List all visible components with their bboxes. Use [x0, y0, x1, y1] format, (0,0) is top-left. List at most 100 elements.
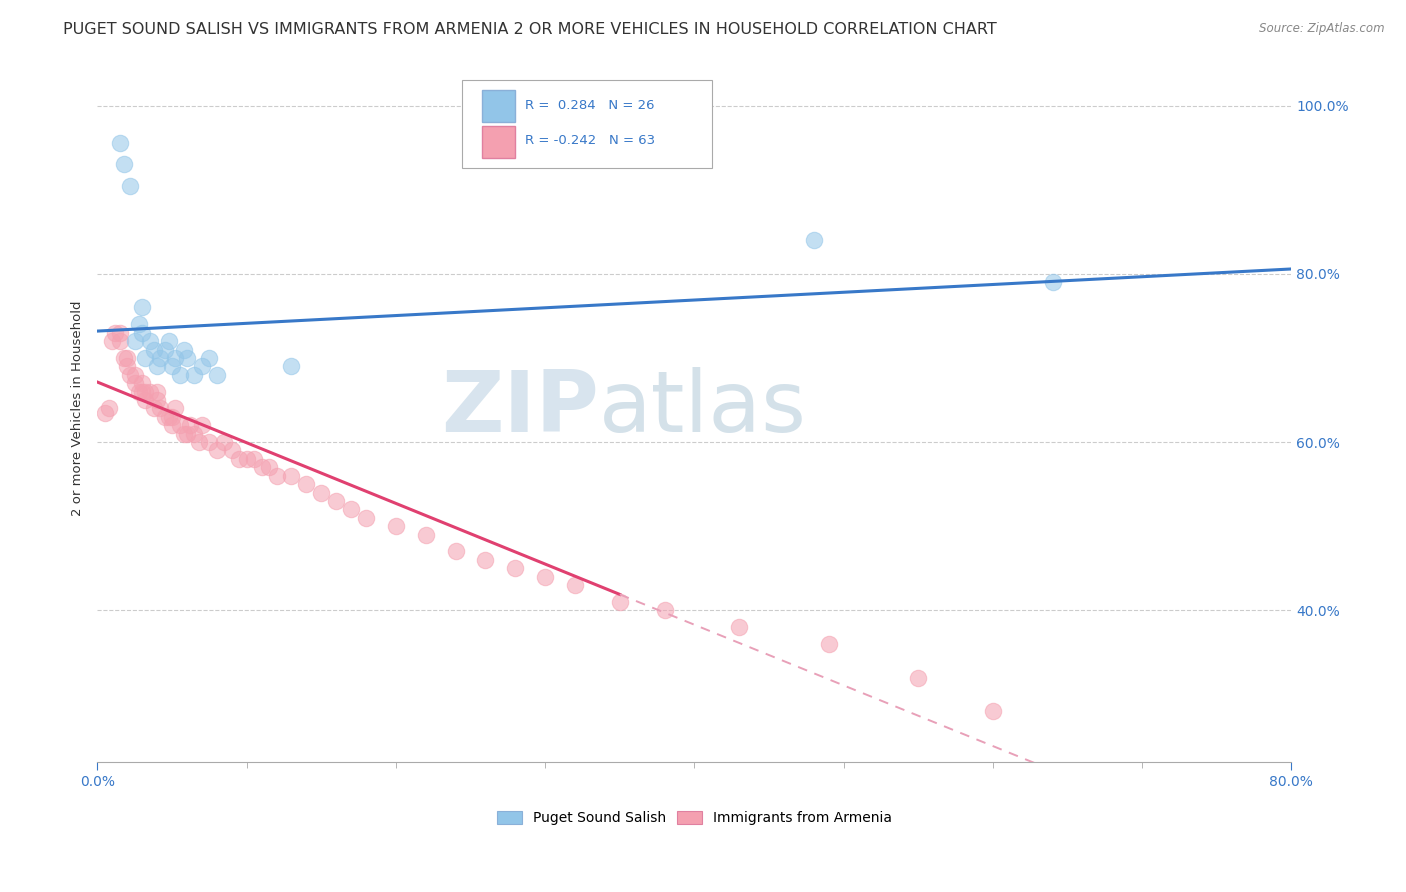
Point [157, 409, 180, 424]
Point [108, 326, 131, 340]
Point [149, 351, 172, 365]
FancyBboxPatch shape [482, 90, 516, 122]
Point [138, 334, 160, 348]
Point [243, 451, 266, 466]
Point [169, 418, 191, 433]
Point [176, 351, 198, 365]
Point [183, 368, 205, 382]
Point [120, 368, 142, 382]
Point [311, 485, 333, 500]
Point [146, 392, 169, 407]
Text: atlas: atlas [599, 367, 807, 450]
Legend: Puget Sound Salish, Immigrants from Armenia: Puget Sound Salish, Immigrants from Arme… [496, 812, 893, 825]
Text: R = -0.242   N = 63: R = -0.242 N = 63 [524, 134, 655, 147]
Point [160, 359, 183, 374]
Point [257, 460, 280, 475]
Point [214, 435, 236, 450]
Point [817, 637, 839, 651]
Point [205, 368, 228, 382]
Point [803, 233, 825, 247]
Text: Source: ZipAtlas.com: Source: ZipAtlas.com [1260, 22, 1385, 36]
Point [117, 351, 139, 365]
Point [415, 527, 437, 541]
Point [564, 578, 586, 592]
Point [124, 368, 146, 382]
Point [280, 359, 302, 374]
Point [163, 351, 186, 365]
Point [173, 426, 195, 441]
Point [146, 384, 169, 399]
Point [153, 343, 176, 357]
Point [169, 368, 191, 382]
Point [134, 392, 156, 407]
Point [221, 443, 243, 458]
Point [907, 671, 929, 685]
Point [176, 426, 198, 441]
Point [131, 384, 153, 399]
Point [98, 401, 121, 416]
Point [124, 376, 146, 391]
Point [131, 301, 153, 315]
Point [94, 406, 117, 420]
Point [134, 351, 156, 365]
Text: ZIP: ZIP [441, 367, 599, 450]
Point [149, 401, 172, 416]
Text: R =  0.284   N = 26: R = 0.284 N = 26 [524, 99, 654, 112]
Point [101, 334, 124, 348]
Point [235, 451, 257, 466]
Point [112, 157, 135, 171]
Point [157, 334, 180, 348]
Point [153, 409, 176, 424]
Point [1042, 275, 1064, 289]
Point [187, 435, 209, 450]
Point [163, 401, 186, 416]
Point [654, 603, 676, 617]
Point [128, 318, 150, 332]
Point [981, 704, 1004, 718]
Point [228, 451, 250, 466]
Point [160, 409, 183, 424]
Point [198, 351, 221, 365]
FancyBboxPatch shape [461, 80, 713, 169]
Point [134, 384, 156, 399]
Point [191, 418, 214, 433]
Point [191, 359, 214, 374]
Point [108, 136, 131, 151]
Y-axis label: 2 or more Vehicles in Household: 2 or more Vehicles in Household [72, 301, 84, 516]
Point [183, 426, 205, 441]
Point [505, 561, 527, 575]
Point [160, 418, 183, 433]
Point [120, 178, 142, 193]
Point [250, 460, 273, 475]
Point [295, 477, 318, 491]
Point [198, 435, 221, 450]
Point [112, 351, 135, 365]
Text: PUGET SOUND SALISH VS IMMIGRANTS FROM ARMENIA 2 OR MORE VEHICLES IN HOUSEHOLD CO: PUGET SOUND SALISH VS IMMIGRANTS FROM AR… [63, 22, 997, 37]
Point [138, 384, 160, 399]
Point [117, 359, 139, 374]
Point [205, 443, 228, 458]
Point [108, 334, 131, 348]
Point [124, 334, 146, 348]
Point [143, 343, 166, 357]
Point [280, 468, 302, 483]
Point [146, 359, 169, 374]
Point [131, 326, 153, 340]
Point [609, 595, 631, 609]
Point [444, 544, 467, 558]
Point [728, 620, 751, 634]
Point [104, 326, 127, 340]
Point [266, 468, 288, 483]
Point [385, 519, 408, 533]
Point [173, 343, 195, 357]
Point [325, 494, 347, 508]
Point [131, 376, 153, 391]
Point [143, 401, 166, 416]
Point [474, 553, 496, 567]
Point [128, 384, 150, 399]
Point [354, 510, 377, 524]
Point [340, 502, 363, 516]
FancyBboxPatch shape [482, 126, 516, 158]
Point [534, 570, 557, 584]
Point [179, 418, 201, 433]
